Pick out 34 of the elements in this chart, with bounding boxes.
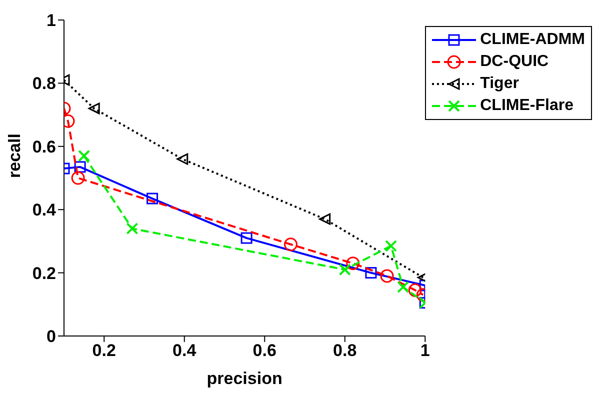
x-tick-label: 0.6 — [252, 341, 276, 360]
x-tick-label: 0.2 — [92, 341, 116, 360]
point — [408, 283, 422, 297]
point — [126, 222, 138, 235]
point — [385, 240, 398, 252]
point — [88, 102, 100, 114]
y-axis-title: recall — [5, 134, 24, 178]
legend-label: DC-QUIC — [480, 52, 549, 72]
x-tick-label: 0.4 — [172, 341, 197, 360]
x-axis-title: precision — [206, 369, 282, 388]
x-tick-label: 0.8 — [333, 341, 357, 360]
point — [319, 213, 331, 225]
y-tick-label: 0.8 — [32, 74, 56, 94]
y-tick-label: 0 — [46, 327, 56, 346]
y-tick-label: 1 — [46, 11, 56, 30]
point — [365, 267, 377, 279]
x-tick-label: 1 — [420, 341, 430, 360]
point — [146, 192, 158, 204]
point — [74, 161, 86, 173]
legend-label: CLIME-Flare — [480, 96, 574, 116]
legend-label: Tiger — [480, 74, 519, 94]
point — [78, 150, 90, 162]
point — [176, 153, 188, 165]
point — [380, 269, 394, 283]
point — [338, 264, 351, 276]
point — [240, 232, 252, 244]
legend-label: CLIME-ADMM — [480, 30, 585, 50]
y-tick-label: 0.4 — [32, 200, 57, 220]
point — [284, 238, 298, 252]
y-tick-label: 0.6 — [32, 137, 56, 156]
point — [71, 171, 85, 185]
point — [397, 281, 410, 294]
point — [346, 256, 360, 270]
y-tick-label: 0.2 — [32, 264, 56, 283]
